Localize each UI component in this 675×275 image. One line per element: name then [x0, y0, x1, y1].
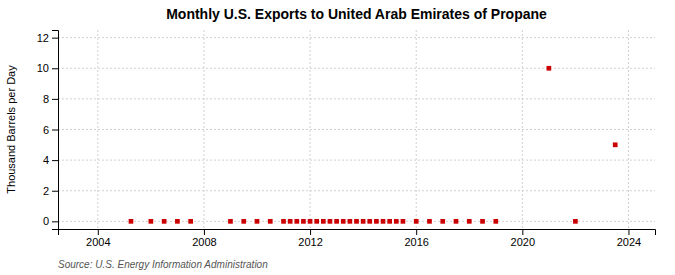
tick: 8 — [43, 93, 58, 105]
tick-mark — [52, 38, 58, 39]
source: Source: U.S. Energy Information Administ… — [58, 259, 268, 270]
tick: 2012 — [298, 229, 322, 248]
grid — [58, 30, 655, 229]
tick: 2020 — [511, 229, 535, 248]
tick-label: 2012 — [298, 236, 322, 248]
y-axis-label: Thousand Barrels per Day — [5, 65, 17, 194]
point — [294, 219, 299, 224]
point — [367, 219, 372, 224]
point — [188, 219, 193, 224]
point — [440, 219, 445, 224]
point — [454, 219, 459, 224]
point — [480, 219, 485, 224]
grid-line — [58, 68, 655, 69]
tick: 2008 — [192, 229, 216, 248]
tick-label: 2 — [43, 185, 49, 197]
tick-mark — [522, 229, 523, 235]
tick-mark — [52, 68, 58, 69]
tick-label: 2016 — [404, 236, 428, 248]
title: Monthly U.S. Exports to United Arab Emir… — [166, 6, 547, 22]
tick: 2016 — [404, 229, 428, 248]
tick-label: 2020 — [511, 236, 535, 248]
tick-mark — [52, 160, 58, 161]
point — [341, 219, 346, 224]
grid-line — [58, 98, 655, 99]
tick: 10 — [37, 62, 58, 74]
tick-mark — [52, 99, 58, 100]
tick-label: 10 — [37, 62, 49, 74]
point — [301, 219, 306, 224]
tick: 4 — [43, 154, 58, 166]
tick: 2 — [43, 185, 58, 197]
tick-label: 8 — [43, 93, 49, 105]
grid-line — [628, 30, 629, 229]
point — [547, 66, 552, 71]
chart: 2004 2008 2012 2016 2020 2024 0 2 4 6 8 10 12 Monthly… — [0, 0, 675, 275]
tick-mark — [416, 229, 417, 235]
grid-line — [58, 129, 655, 130]
point — [381, 219, 386, 224]
point — [288, 219, 293, 224]
point — [175, 219, 180, 224]
point — [241, 219, 246, 224]
point — [493, 219, 498, 224]
tick: 2024 — [617, 229, 641, 248]
tick-label: 6 — [43, 124, 49, 136]
tick-mark — [52, 191, 58, 192]
point — [255, 219, 260, 224]
tick-mark — [98, 229, 99, 235]
point — [387, 219, 392, 224]
point — [361, 219, 366, 224]
grid-line — [58, 160, 655, 161]
tick-label: 2024 — [617, 236, 641, 248]
x-axis: 2004 2008 2012 2016 2020 2024 — [59, 229, 656, 248]
tick-label: 2008 — [192, 236, 216, 248]
point — [228, 219, 233, 224]
point — [268, 219, 273, 224]
point — [162, 219, 167, 224]
y-axis: 0 2 4 6 8 10 12 — [37, 31, 59, 230]
tick-mark — [628, 229, 629, 235]
point — [394, 219, 399, 224]
point — [348, 219, 353, 224]
point — [427, 219, 432, 224]
tick-mark — [52, 130, 58, 131]
plot-area: 2004 2008 2012 2016 2020 2024 0 2 4 6 8 10 12 — [37, 30, 656, 248]
axis-line — [59, 230, 656, 236]
tick-label: 2004 — [86, 236, 110, 248]
tick-label: 0 — [43, 215, 49, 227]
point — [414, 219, 419, 224]
point — [613, 142, 618, 147]
point — [573, 219, 578, 224]
point — [374, 219, 379, 224]
tick-mark — [310, 229, 311, 235]
point — [401, 219, 406, 224]
tick-label: 12 — [37, 32, 49, 44]
point — [354, 219, 359, 224]
axis-line — [52, 31, 59, 230]
tick-mark — [204, 229, 205, 235]
tick: 12 — [37, 32, 58, 44]
point — [308, 219, 313, 224]
tick: 6 — [43, 124, 58, 136]
point — [281, 219, 286, 224]
points — [129, 66, 618, 224]
point — [334, 219, 339, 224]
tick-label: 4 — [43, 154, 49, 166]
tick: 2004 — [86, 229, 110, 248]
tick: 0 — [43, 215, 58, 227]
grid-line — [58, 37, 655, 38]
tick-mark — [52, 221, 58, 222]
point — [467, 219, 472, 224]
point — [321, 219, 326, 224]
point — [129, 219, 134, 224]
point — [328, 219, 333, 224]
point — [149, 219, 154, 224]
grid-line — [58, 190, 655, 191]
point — [314, 219, 319, 224]
